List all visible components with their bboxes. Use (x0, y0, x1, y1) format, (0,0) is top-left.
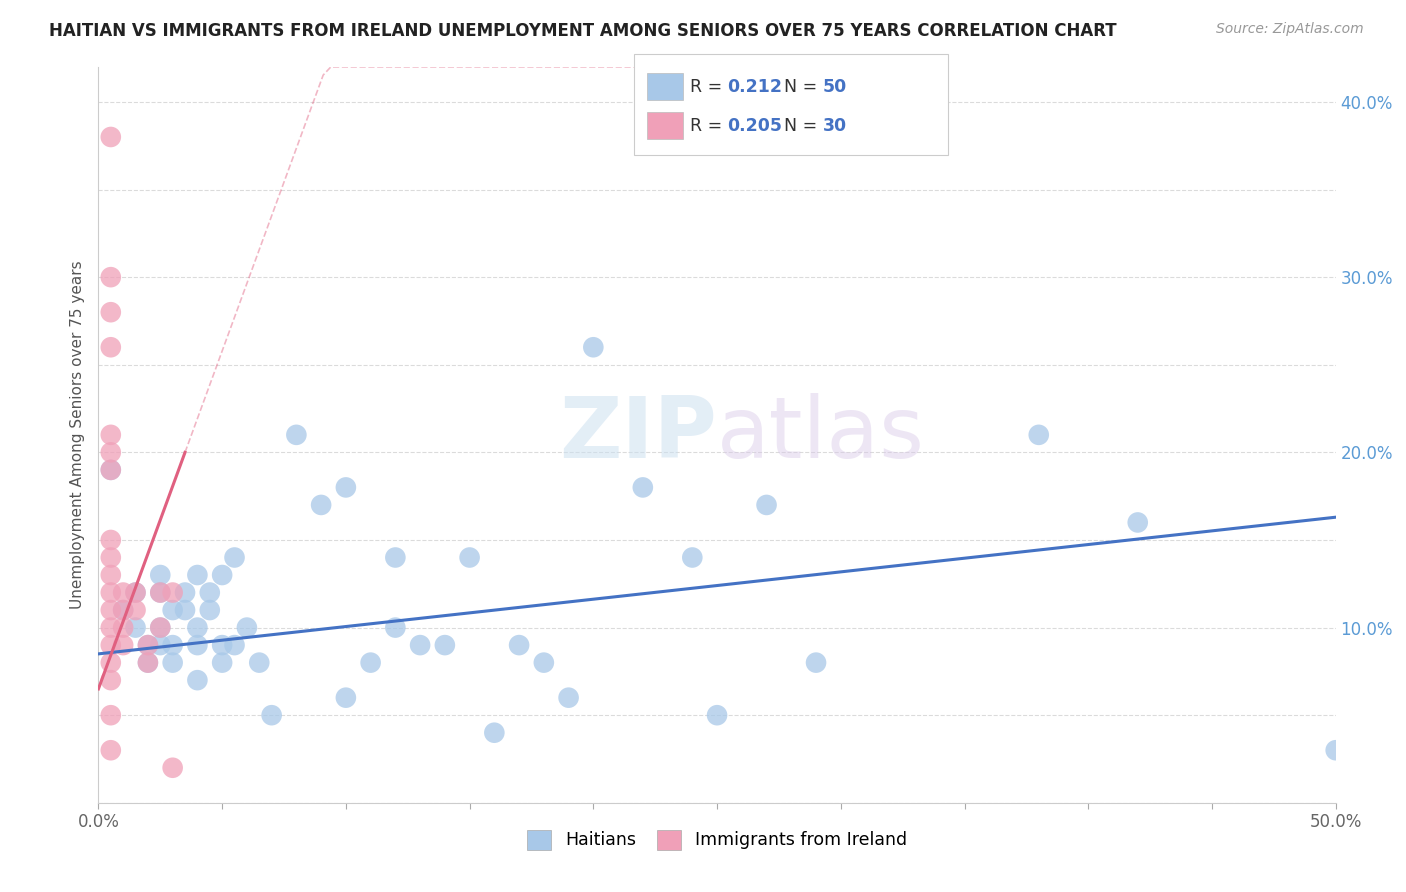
Point (112, 603, 135, 617)
Point (198, 603, 221, 617)
Point (409, 638, 432, 652)
Point (149, 585, 172, 599)
Point (162, 603, 184, 617)
Point (149, 585, 172, 599)
Point (211, 638, 233, 652)
Point (100, 621, 122, 635)
Point (100, 445, 122, 459)
Point (112, 638, 135, 652)
Point (309, 498, 332, 512)
Point (198, 585, 221, 599)
Point (149, 568, 172, 582)
Point (174, 603, 197, 617)
Point (224, 638, 246, 652)
Point (124, 621, 146, 635)
Point (247, 656, 270, 670)
Point (681, 550, 703, 565)
Point (706, 708, 728, 723)
Point (100, 130, 122, 145)
Text: R =: R = (690, 78, 728, 95)
Point (149, 638, 172, 652)
Text: ZIP: ZIP (560, 393, 717, 476)
Text: 30: 30 (823, 117, 846, 135)
Point (100, 568, 122, 582)
Point (211, 656, 233, 670)
Point (1126, 516, 1149, 530)
Text: 0.205: 0.205 (727, 117, 782, 135)
Point (112, 585, 135, 599)
Text: atlas: atlas (717, 393, 925, 476)
Point (260, 708, 283, 723)
Point (136, 656, 159, 670)
Point (1324, 743, 1347, 757)
Point (484, 725, 506, 739)
Point (112, 621, 135, 635)
Point (186, 568, 208, 582)
Point (100, 638, 122, 652)
Point (224, 550, 246, 565)
Legend: Haitians, Immigrants from Ireland: Haitians, Immigrants from Ireland (520, 822, 914, 856)
Point (136, 656, 159, 670)
Point (335, 480, 357, 494)
Point (360, 656, 382, 670)
Point (285, 427, 308, 442)
Text: R =: R = (690, 117, 728, 135)
Point (236, 621, 259, 635)
Point (100, 463, 122, 477)
Point (100, 708, 122, 723)
Point (112, 603, 135, 617)
Point (100, 463, 122, 477)
Point (100, 427, 122, 442)
Point (162, 761, 184, 775)
Point (100, 270, 122, 285)
Y-axis label: Unemployment Among Seniors over 75 years: Unemployment Among Seniors over 75 years (70, 260, 86, 609)
Point (100, 743, 122, 757)
Point (124, 585, 146, 599)
Point (582, 340, 605, 354)
Point (100, 305, 122, 319)
Point (100, 533, 122, 547)
Point (631, 480, 654, 494)
Point (186, 621, 208, 635)
Point (335, 690, 357, 705)
Point (557, 690, 579, 705)
Point (149, 621, 172, 635)
Point (1028, 427, 1050, 442)
Text: N =: N = (773, 78, 823, 95)
Text: HAITIAN VS IMMIGRANTS FROM IRELAND UNEMPLOYMENT AMONG SENIORS OVER 75 YEARS CORR: HAITIAN VS IMMIGRANTS FROM IRELAND UNEMP… (49, 22, 1116, 40)
Point (384, 621, 406, 635)
Text: 0.212: 0.212 (727, 78, 782, 95)
Point (162, 656, 184, 670)
Point (804, 656, 827, 670)
Point (755, 498, 778, 512)
Point (124, 603, 146, 617)
Point (211, 568, 233, 582)
Point (100, 585, 122, 599)
Point (174, 585, 197, 599)
Point (136, 638, 159, 652)
Point (100, 340, 122, 354)
Point (100, 550, 122, 565)
Point (124, 585, 146, 599)
Point (433, 638, 456, 652)
Point (100, 656, 122, 670)
Text: 50: 50 (823, 78, 846, 95)
Point (186, 673, 208, 687)
Point (508, 638, 530, 652)
Text: N =: N = (773, 117, 823, 135)
Point (100, 673, 122, 687)
Point (149, 621, 172, 635)
Point (458, 550, 481, 565)
Point (100, 603, 122, 617)
Text: Source: ZipAtlas.com: Source: ZipAtlas.com (1216, 22, 1364, 37)
Point (162, 638, 184, 652)
Point (384, 550, 406, 565)
Point (533, 656, 555, 670)
Point (136, 638, 159, 652)
Point (162, 585, 184, 599)
Point (186, 638, 208, 652)
